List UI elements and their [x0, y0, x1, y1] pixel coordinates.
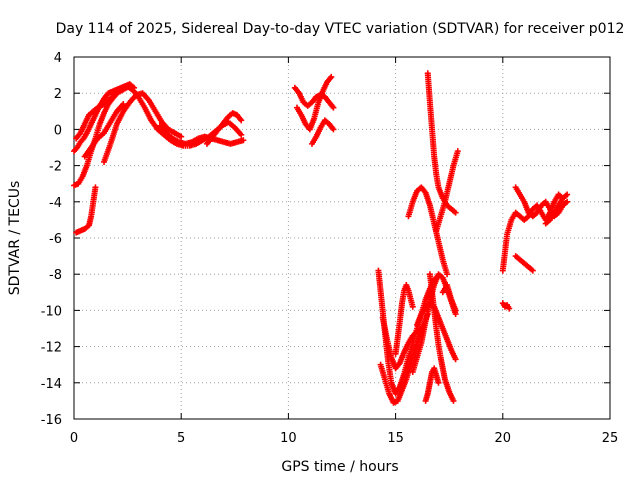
data-point — [444, 271, 451, 278]
series-20 — [433, 148, 461, 234]
data-point — [330, 104, 337, 111]
chart-title: Day 114 of 2025, Sidereal Day-to-day VTE… — [56, 21, 625, 37]
data-point — [328, 73, 335, 80]
series-7 — [203, 110, 245, 147]
data-point — [120, 101, 127, 108]
y-tick-label: -10 — [41, 304, 62, 319]
x-axis-label: GPS time / hours — [281, 459, 398, 475]
y-tick-label: 4 — [54, 51, 62, 66]
data-point — [564, 191, 571, 198]
y-tick-label: 0 — [54, 123, 62, 138]
y-tick-label: -8 — [49, 268, 62, 283]
data-point — [452, 356, 459, 363]
data-point — [92, 184, 99, 191]
series-13 — [379, 314, 425, 372]
x-tick-label: 10 — [280, 431, 297, 446]
y-tick-label: -4 — [49, 196, 62, 211]
series-22 — [439, 282, 459, 314]
y-tick-label: 2 — [54, 87, 62, 102]
data-point — [126, 82, 133, 89]
series-6 — [156, 122, 247, 147]
x-axis-ticks: 0 5 10 15 20 25 — [70, 57, 618, 446]
series-14 — [392, 282, 416, 357]
x-tick-label: 0 — [70, 431, 78, 446]
x-tick-label: 15 — [387, 431, 404, 446]
series-10 — [308, 117, 337, 147]
data-point — [240, 137, 247, 144]
series-24 — [499, 191, 566, 274]
series-17 — [426, 271, 457, 404]
data-point — [238, 117, 245, 124]
data-point — [452, 307, 459, 314]
y-tick-label: -2 — [49, 160, 62, 175]
data-point — [506, 305, 513, 312]
series-8 — [291, 84, 337, 111]
series-26 — [512, 253, 536, 274]
y-tick-label: -12 — [41, 341, 62, 356]
data-point — [452, 209, 459, 216]
data-point — [529, 267, 536, 274]
data-points — [71, 70, 571, 406]
x-tick-label: 5 — [177, 431, 185, 446]
series-2 — [73, 82, 133, 142]
y-tick-label: -6 — [49, 232, 62, 247]
data-point — [238, 131, 245, 138]
x-tick-label: 25 — [602, 431, 619, 446]
data-point — [450, 397, 457, 404]
x-tick-label: 20 — [495, 431, 512, 446]
series-18 — [422, 365, 442, 404]
series-19 — [424, 70, 459, 216]
series-27 — [542, 191, 571, 227]
data-point — [330, 126, 337, 133]
grid-lines — [74, 57, 610, 419]
series-9 — [293, 73, 335, 133]
series-23 — [499, 300, 513, 312]
data-point — [131, 84, 138, 91]
y-tick-label: -14 — [41, 377, 62, 392]
data-point — [409, 303, 416, 310]
series-4 — [81, 101, 127, 160]
data-point — [564, 198, 571, 205]
y-tick-label: -16 — [41, 413, 62, 428]
data-point — [178, 133, 185, 140]
series-21 — [405, 184, 451, 278]
series-3 — [73, 184, 99, 236]
y-axis-ticks: -16 -14 -12 -10 -8 -6 -4 -2 0 2 4 — [41, 51, 610, 428]
data-point — [454, 148, 461, 155]
series-5 — [101, 90, 185, 165]
data-point — [435, 379, 442, 386]
y-axis-label: SDTVAR / TECUs — [7, 181, 23, 296]
